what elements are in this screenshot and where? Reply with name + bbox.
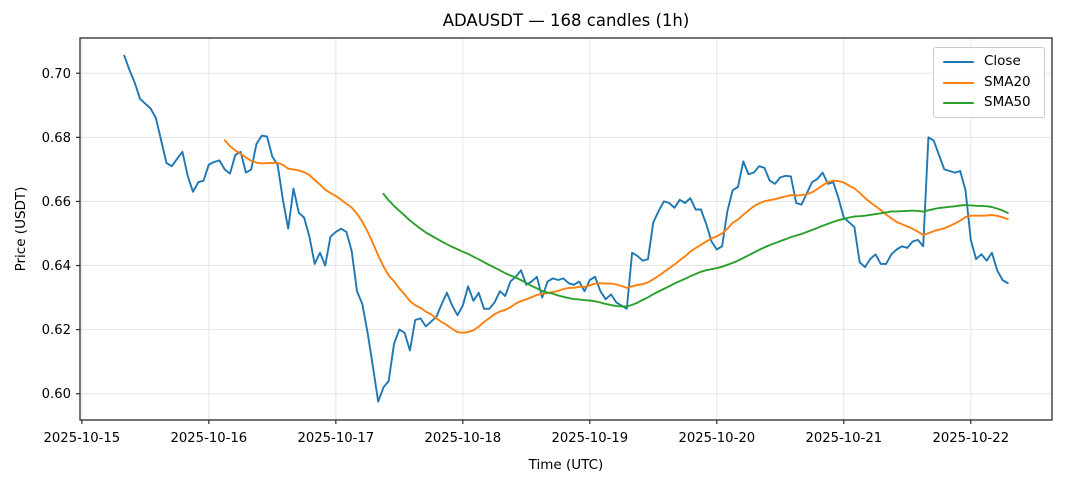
y-tick-label-0.66: 0.66: [42, 195, 71, 210]
x-tick-label-2025-10-22: 2025-10-22: [932, 431, 1009, 446]
sma50-line-swatch-icon: [943, 102, 974, 105]
grid-lines: [80, 38, 1052, 420]
y-tick-label-0.64: 0.64: [42, 259, 71, 274]
y-tick-label-0.70: 0.70: [42, 67, 71, 82]
legend-item-close: Close: [934, 55, 1044, 69]
legend-label-close: Close: [984, 53, 1021, 70]
legend-label-sma20: SMA20: [984, 73, 1031, 90]
data-lines: [123, 54, 1009, 403]
x-tick-label-2025-10-15: 2025-10-15: [44, 431, 121, 446]
legend-item-sma50: SMA50: [934, 96, 1044, 110]
x-tick-label-2025-10-19: 2025-10-19: [551, 431, 628, 446]
x-axis-label: Time (UTC): [528, 457, 604, 473]
x-tick-label-2025-10-17: 2025-10-17: [298, 431, 375, 446]
sma20-line: [223, 139, 1009, 334]
legend-item-sma20: SMA20: [934, 73, 1044, 90]
axis-tick-labels: 0.60 0.62 0.64 0.66 0.68 0.70 2025-10-15 2025-1…: [42, 67, 1009, 446]
axis-ticks: [76, 72, 972, 424]
x-tick-label-2025-10-18: 2025-10-18: [425, 431, 502, 446]
x-tick-label-2025-10-16: 2025-10-16: [171, 431, 248, 446]
y-axis-label: Price (USDT): [13, 187, 29, 272]
sma50-line: [382, 192, 1009, 308]
close-line: [123, 54, 1009, 403]
close-line-swatch-icon: [943, 60, 974, 63]
sma20-line-swatch-icon: [943, 81, 974, 84]
axes-spines: [79, 37, 1053, 421]
legend: Close SMA20 SMA50: [933, 47, 1045, 118]
x-tick-label-2025-10-21: 2025-10-21: [805, 431, 882, 446]
plot-border: [79, 37, 1053, 421]
y-tick-label-0.68: 0.68: [42, 131, 71, 146]
x-tick-label-2025-10-20: 2025-10-20: [678, 431, 755, 446]
legend-label-sma50: SMA50: [984, 94, 1031, 111]
y-tick-label-0.62: 0.62: [42, 323, 71, 338]
y-tick-label-0.60: 0.60: [42, 387, 71, 402]
chart-title: ADAUSDT — 168 candles (1h): [443, 11, 690, 30]
